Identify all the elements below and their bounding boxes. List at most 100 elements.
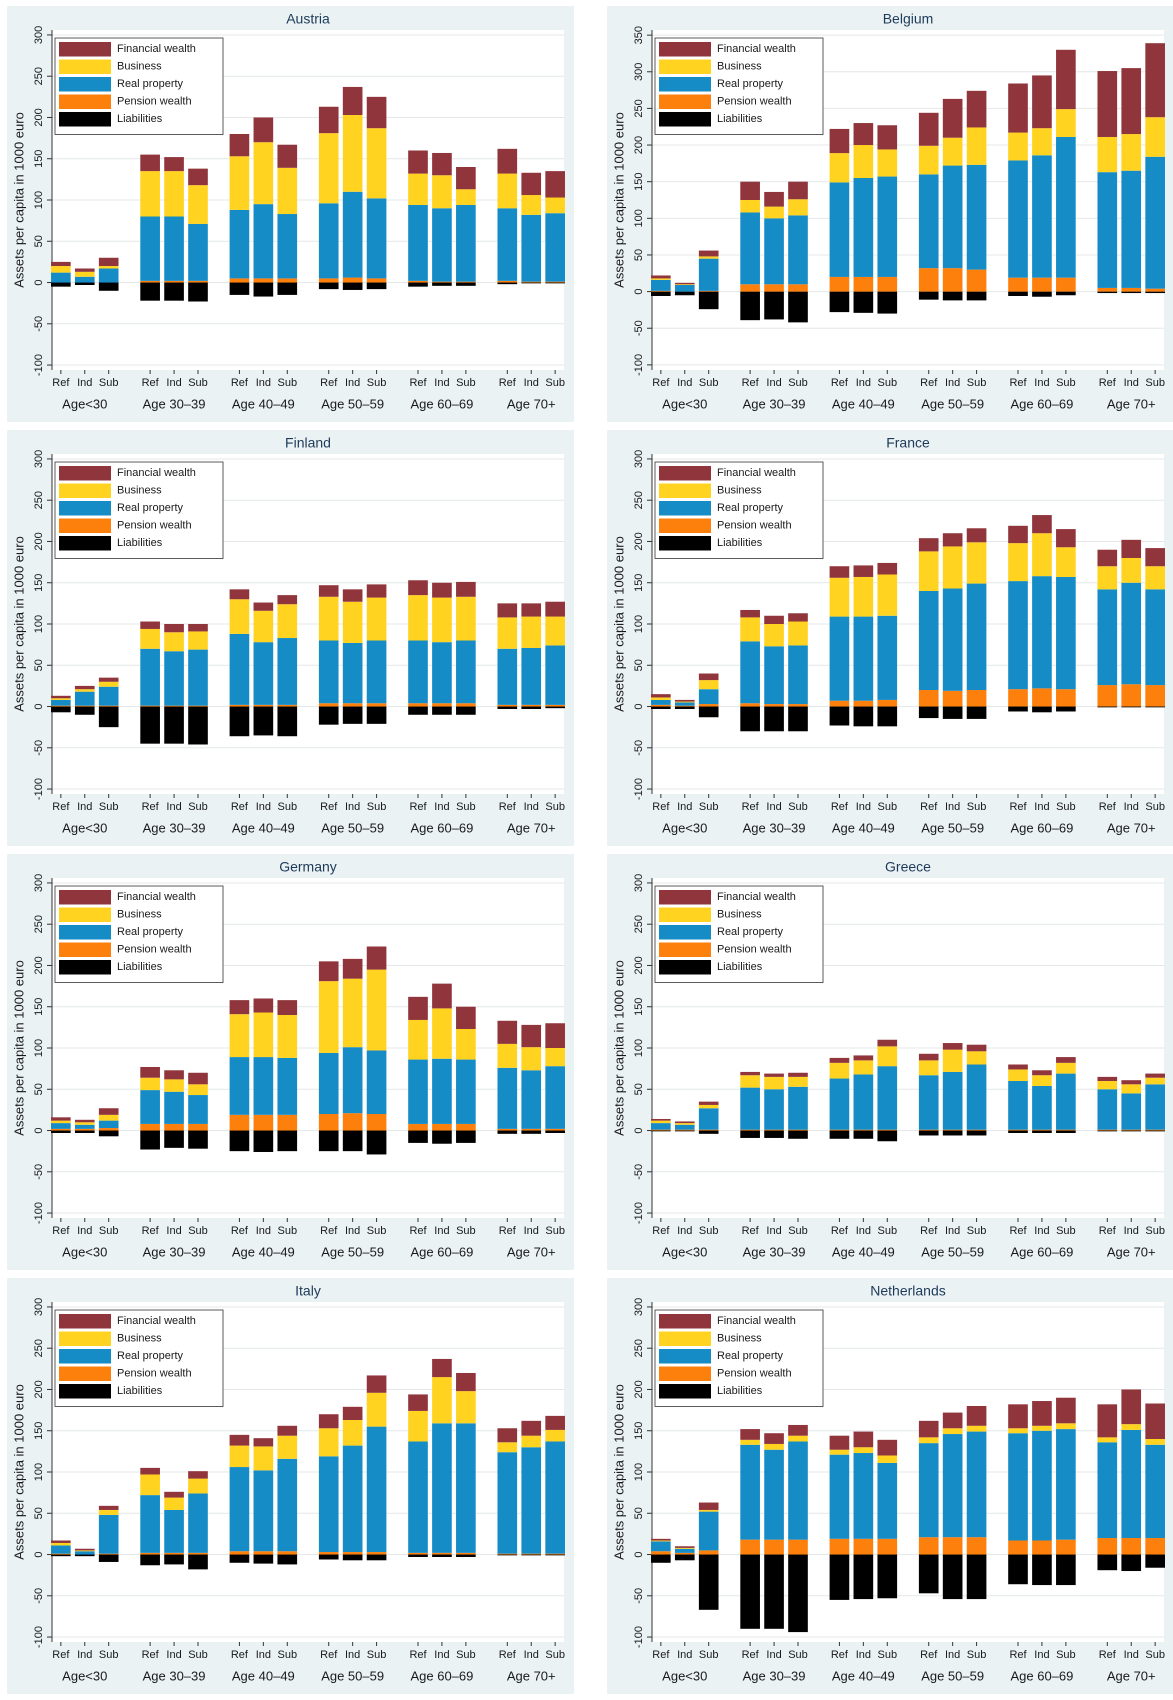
bar-segment xyxy=(140,282,160,301)
bar-segment xyxy=(1145,1438,1165,1445)
bar-segment xyxy=(98,282,119,291)
bar-segment xyxy=(853,291,874,313)
panel-title: Belgium xyxy=(883,11,934,27)
bar-segment xyxy=(1097,1538,1118,1555)
y-axis-label: Assets per capita in 1000 euro xyxy=(611,536,626,712)
bar-segment xyxy=(545,281,565,283)
bar-segment xyxy=(140,280,160,283)
legend-swatch xyxy=(59,1349,111,1364)
bar-segment xyxy=(545,1429,565,1442)
y-tick-label: 0 xyxy=(33,1127,45,1133)
bar-segment xyxy=(1145,548,1165,567)
bar-segment xyxy=(764,206,784,219)
y-axis-label: Assets per capita in 1000 euro xyxy=(11,536,26,712)
bar-segment xyxy=(229,278,250,283)
bar-segment xyxy=(164,1070,184,1080)
legend-label: Pension wealth xyxy=(717,96,792,108)
bar-segment xyxy=(318,706,339,725)
bar-segment xyxy=(740,609,760,618)
bar-segment xyxy=(674,1121,695,1124)
group-label: Age 40–49 xyxy=(232,1668,295,1683)
group-label: Age 30–39 xyxy=(743,1668,806,1683)
bar-segment xyxy=(51,1120,71,1124)
bar-segment xyxy=(764,284,784,292)
bar-segment xyxy=(674,1547,695,1549)
legend-swatch xyxy=(59,77,111,92)
bar-segment xyxy=(1008,132,1028,161)
bar-segment xyxy=(698,1554,719,1610)
bar-segment xyxy=(829,182,850,277)
group-label: Age 70+ xyxy=(1107,1668,1156,1683)
y-tick-label: 0 xyxy=(633,1551,645,1557)
bar-segment xyxy=(942,137,963,166)
bar-segment xyxy=(1097,71,1118,137)
bar-segment xyxy=(788,1130,808,1139)
x-tick-label: Ind xyxy=(945,377,960,389)
bar-segment xyxy=(1032,1129,1052,1131)
bar-segment xyxy=(829,1129,850,1131)
bar-segment xyxy=(456,1391,476,1424)
x-tick-label: Ref xyxy=(652,1649,670,1661)
bar-segment xyxy=(651,697,671,700)
y-tick-label: -50 xyxy=(33,740,45,756)
legend-label: Business xyxy=(717,485,762,497)
bar-segment xyxy=(456,1372,476,1392)
bar-segment xyxy=(432,1554,452,1557)
legend-label: Real property xyxy=(117,926,184,938)
legend-label: Business xyxy=(117,485,162,497)
bar-segment xyxy=(164,282,184,301)
bar-segment xyxy=(342,1554,363,1561)
bar-segment xyxy=(1032,1540,1052,1555)
bar-segment xyxy=(651,1118,671,1121)
bar-segment xyxy=(74,1122,95,1125)
bar-segment xyxy=(545,197,565,214)
bar-segment xyxy=(788,1435,808,1442)
legend-swatch xyxy=(659,890,711,905)
bar-segment xyxy=(877,1439,898,1456)
bar-segment xyxy=(877,276,898,292)
bar-segment xyxy=(318,1114,339,1131)
bar-segment xyxy=(432,208,452,282)
bar-segment xyxy=(788,704,808,707)
y-tick-label: 150 xyxy=(33,150,45,168)
bar-segment xyxy=(253,278,274,283)
legend-swatch xyxy=(59,42,111,57)
bar-segment xyxy=(651,694,671,698)
bar-segment xyxy=(764,1539,784,1555)
panel: France Assets per capita in 1000 euro -100… xyxy=(607,430,1173,846)
x-tick-label: Sub xyxy=(456,377,476,389)
bar-segment xyxy=(1056,547,1076,577)
bar-segment xyxy=(764,1130,784,1138)
x-tick-label: Ind xyxy=(434,1225,449,1237)
bar-segment xyxy=(918,145,939,175)
bar-segment xyxy=(164,1509,184,1553)
y-tick-label: 300 xyxy=(633,63,645,81)
bar-segment xyxy=(1145,1129,1165,1131)
legend-swatch xyxy=(59,501,111,516)
bar-segment xyxy=(342,1047,363,1114)
panel: Germany Assets per capita in 1000 euro -10… xyxy=(7,854,574,1270)
bar-segment xyxy=(98,677,119,682)
bar-segment xyxy=(408,595,428,641)
bar-segment xyxy=(877,176,898,277)
bar-segment xyxy=(674,702,695,706)
legend-swatch xyxy=(59,483,111,498)
bar-segment xyxy=(918,690,939,707)
bar-segment xyxy=(698,1104,719,1109)
y-tick-label: 50 xyxy=(633,249,645,261)
bar-segment xyxy=(521,1447,542,1554)
x-tick-label: Ind xyxy=(256,1225,271,1237)
x-tick-label: Ind xyxy=(345,1225,360,1237)
bar-segment xyxy=(1097,291,1118,294)
bar-segment xyxy=(229,704,250,707)
bar-segment xyxy=(942,1434,963,1538)
x-tick-label: Ind xyxy=(77,1225,92,1237)
bar-segment xyxy=(1032,155,1052,278)
bar-segment xyxy=(674,291,695,296)
bar-segment xyxy=(853,1431,874,1448)
bar-segment xyxy=(764,1089,784,1130)
bar-segment xyxy=(788,1424,808,1436)
y-tick-label: 50 xyxy=(633,659,645,671)
bar-segment xyxy=(318,596,339,641)
x-tick-label: Sub xyxy=(456,1225,476,1237)
